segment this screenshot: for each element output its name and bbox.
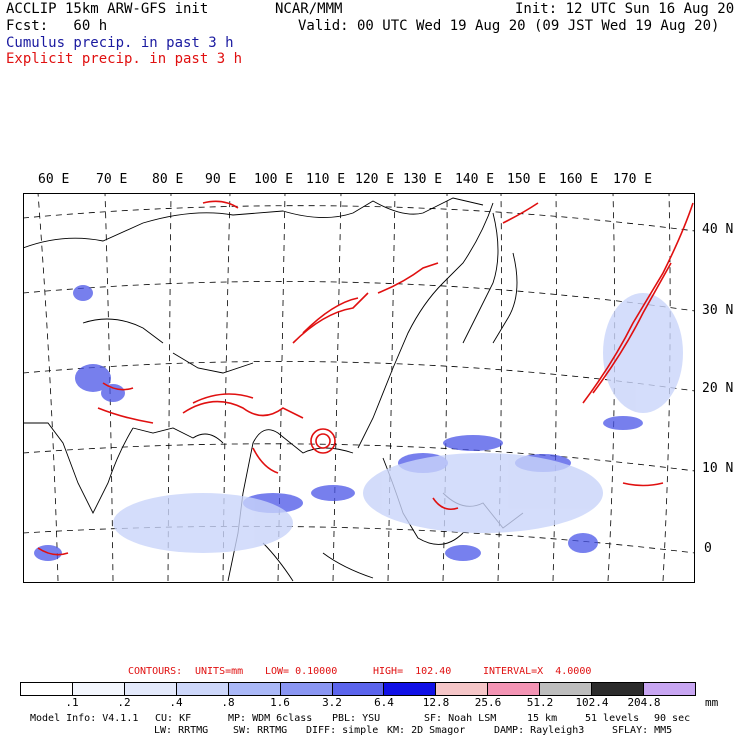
contours-units: UNITS=mm [195, 666, 244, 677]
model-info: 51 levels [585, 713, 640, 724]
lon-label: 120 E [355, 172, 395, 187]
lat-label: 30 N [702, 303, 734, 318]
contours-interval: INTERVAL=X 4.0000 [483, 666, 592, 677]
model-info: Model Info: V4.1.1 [30, 713, 139, 724]
colorbar-swatch [228, 683, 281, 695]
colorbar-swatch [280, 683, 333, 695]
model-info: PBL: YSU [332, 713, 381, 724]
colorbar-swatch [124, 683, 177, 695]
model-info: SW: RRTMG [233, 725, 288, 736]
colorbar-tick-label: 102.4 [575, 696, 609, 709]
lon-label: 80 E [152, 172, 184, 187]
lon-label: 60 E [38, 172, 70, 187]
lon-label: 70 E [96, 172, 128, 187]
colorbar-tick-label: 3.2 [322, 696, 342, 709]
lon-label: 100 E [254, 172, 294, 187]
colorbar-swatch [332, 683, 385, 695]
header-model-title: ACCLIP 15km ARW-GFS init [6, 1, 209, 17]
colorbar-tick-label: .8 [221, 696, 235, 709]
lon-label: 160 E [559, 172, 599, 187]
model-info: CU: KF [155, 713, 192, 724]
lat-label: 20 N [702, 381, 734, 396]
colorbar-swatch [488, 683, 541, 695]
colorbar-tick-label: 204.8 [627, 696, 661, 709]
model-info: 90 sec [654, 713, 691, 724]
model-info: 15 km [527, 713, 558, 724]
colorbar-tick-label: .1 [65, 696, 79, 709]
colorbar [20, 682, 696, 696]
coastlines [23, 197, 524, 582]
colorbar-swatch [644, 683, 695, 695]
colorbar-tick-label: 1.6 [270, 696, 290, 709]
colorbar-unit: mm [705, 696, 719, 709]
colorbar-tick-label: .2 [117, 696, 131, 709]
model-info: SFLAY: MM5 [612, 725, 673, 736]
model-info: DIFF: simple [306, 725, 379, 736]
lon-label: 140 E [455, 172, 495, 187]
legend-explicit: Explicit precip. in past 3 h [6, 51, 243, 67]
colorbar-tick-label: 6.4 [374, 696, 394, 709]
model-info: MP: WDM 6class [228, 713, 313, 724]
colorbar-swatch [436, 683, 489, 695]
lat-label: 10 N [702, 461, 734, 476]
header-forecast: Fcst: 60 h [6, 18, 108, 34]
precipitation-map [23, 193, 695, 583]
model-info: KM: 2D Smagor [387, 725, 466, 736]
contours-low: LOW= 0.10000 [265, 666, 338, 677]
lon-label: 150 E [507, 172, 547, 187]
cumulus-precip-light [113, 293, 683, 553]
colorbar-tick-label: 25.6 [474, 696, 502, 709]
header-valid: Valid: 00 UTC Wed 19 Aug 20 (09 JST Wed … [298, 18, 720, 34]
model-info: DAMP: Rayleigh3 [494, 725, 585, 736]
lon-label: 130 E [403, 172, 443, 187]
colorbar-tick-label: 12.8 [422, 696, 450, 709]
legend-cumulus: Cumulus precip. in past 3 h [6, 35, 234, 51]
colorbar-swatch [176, 683, 229, 695]
model-info: SF: Noah LSM [424, 713, 497, 724]
lon-label: 110 E [306, 172, 346, 187]
lat-label: 0 [704, 541, 712, 556]
colorbar-swatch [384, 683, 437, 695]
colorbar-swatch [21, 683, 73, 695]
colorbar-tick-label: .4 [169, 696, 183, 709]
lon-label: 170 E [613, 172, 653, 187]
colorbar-tick-label: 51.2 [526, 696, 554, 709]
contours-label: CONTOURS: [128, 666, 183, 677]
header-init: Init: 12 UTC Sun 16 Aug 20 [515, 1, 735, 17]
header-center: NCAR/MMM [275, 1, 343, 17]
contours-high: HIGH= 102.40 [373, 666, 452, 677]
explicit-precip [37, 200, 694, 556]
colorbar-swatch [540, 683, 593, 695]
colorbar-swatch [72, 683, 125, 695]
lat-label: 40 N [702, 222, 734, 237]
colorbar-swatch [592, 683, 645, 695]
lon-label: 90 E [205, 172, 237, 187]
model-info: LW: RRTMG [154, 725, 209, 736]
